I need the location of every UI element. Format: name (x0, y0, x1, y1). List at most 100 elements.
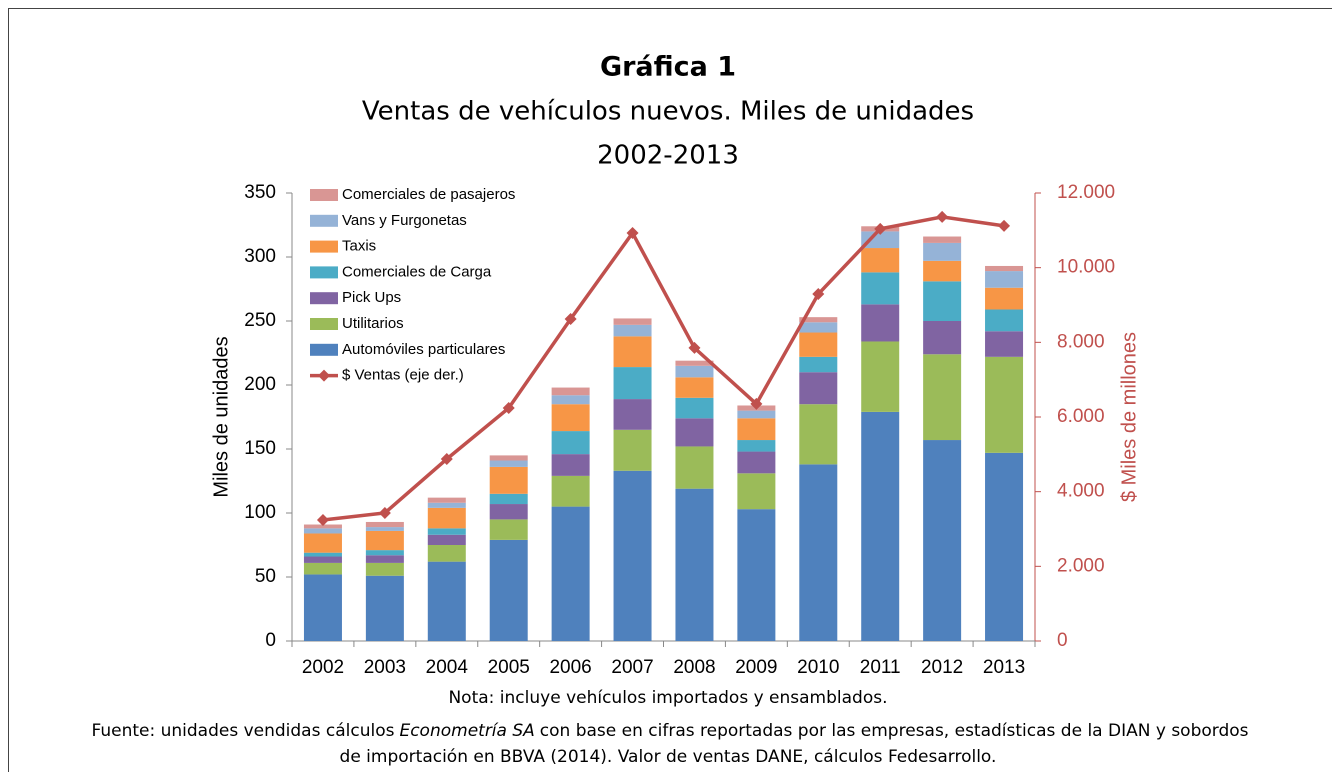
bar-segment (737, 451, 776, 474)
bar-segment (675, 377, 714, 398)
bar-segment (365, 530, 404, 551)
bar-segment (551, 395, 590, 405)
bar-segment (489, 539, 528, 641)
line-marker (316, 514, 329, 527)
line-marker (626, 226, 639, 239)
bar-segment (923, 242, 962, 261)
bar-segment (427, 497, 466, 503)
legend-swatch (310, 292, 338, 305)
line-marker (564, 313, 577, 325)
bar-segment (427, 507, 466, 529)
bar-segment (923, 260, 962, 282)
source: Fuente: unidades vendidas cálculos Econom… (91, 721, 1248, 741)
line-series (322, 215, 1005, 522)
bar-segment (799, 332, 838, 357)
y-tick-label: 300 (244, 246, 276, 267)
bar-segment (613, 367, 652, 400)
legend-swatch (310, 343, 338, 356)
bar-segment (365, 550, 404, 556)
bar-segment (365, 575, 404, 641)
chart-subtitle: 2002-2013 (597, 141, 739, 171)
bar-segment (799, 464, 838, 641)
bar-segment (613, 324, 652, 337)
line-marker (440, 453, 453, 465)
bar-segment (427, 561, 466, 641)
source-text: Econometría SA (399, 721, 534, 741)
line-marker (998, 219, 1011, 232)
bar-segment (427, 545, 466, 562)
x-tick-label: 2004 (426, 657, 469, 678)
bar-segment (675, 397, 714, 419)
source: de importación en BBVA (2014). Valor de … (340, 747, 997, 767)
x-tick-label: 2006 (549, 657, 591, 678)
bar-segment (613, 336, 652, 368)
line-marker (874, 222, 887, 235)
legend-label: Taxis (342, 238, 376, 255)
bar-segment (303, 528, 342, 534)
bar-segment (923, 354, 962, 441)
bar-segment (985, 265, 1024, 272)
bar-segment (923, 321, 962, 355)
bar-segment (861, 248, 900, 273)
y2-tick-label: 8.000 (1057, 331, 1105, 352)
frame (8, 8, 1332, 772)
bar-segment (737, 410, 776, 419)
bar-segment (489, 455, 528, 461)
bar-segment (613, 429, 652, 471)
bar-segment (365, 521, 404, 528)
x-tick-label: 2008 (673, 657, 715, 678)
bar-segment (613, 470, 652, 641)
bar-segment (923, 236, 962, 243)
y-tick-label: 200 (244, 374, 276, 395)
chart-title: Gráfica 1 (600, 52, 736, 83)
y2-axis-label: $ Miles de millones (1118, 332, 1140, 502)
y2-tick-label: 12.000 (1057, 182, 1115, 203)
source-text: Fuente: unidades vendidas cálculos (91, 721, 394, 741)
y-tick-label: 0 (265, 630, 276, 651)
bar-segment (737, 473, 776, 510)
bar-segment (551, 454, 590, 476)
legend-label: $ Ventas (eje der.) (342, 367, 464, 384)
bar-segment (489, 460, 528, 467)
bar-segment (489, 519, 528, 540)
bar-segment (861, 411, 900, 641)
bar-segment (985, 309, 1024, 332)
bar-segment (985, 356, 1024, 453)
bar-segment (985, 331, 1024, 357)
x-tick-label: 2005 (488, 657, 530, 678)
bar-segment (799, 317, 838, 323)
y2-tick-label: 0 (1057, 630, 1068, 651)
bar-segment (489, 466, 528, 494)
bar-segment (737, 509, 776, 641)
bar-segment (551, 506, 590, 641)
x-tick-label: 2012 (921, 657, 963, 678)
bar-segment (675, 418, 714, 447)
bar-segment (613, 318, 652, 325)
legend-label: Vans y Furgonetas (342, 212, 467, 229)
legend-swatch (310, 318, 338, 330)
bar-segment (985, 452, 1024, 641)
bar-segment (551, 387, 590, 396)
line-marker (936, 210, 949, 223)
y2-tick-label: 2.000 (1057, 555, 1105, 576)
y2-tick-label: 10.000 (1057, 257, 1115, 278)
bar-segment (365, 527, 404, 531)
bar-segment (985, 271, 1024, 288)
bar-segment (675, 488, 714, 641)
x-tick-label: 2009 (735, 657, 777, 678)
bar-segment (799, 356, 838, 373)
bar-segment (799, 404, 838, 465)
legend-label: Comerciales de Carga (342, 263, 492, 280)
bar-segment (923, 440, 962, 641)
bar-segment (551, 475, 590, 507)
bar-segment (551, 404, 590, 432)
bar-segment (303, 562, 342, 575)
bar-segment (489, 493, 528, 505)
line-marker (688, 341, 701, 354)
bar-segment (551, 431, 590, 455)
bar-segment (427, 528, 466, 535)
y-tick-label: 150 (244, 438, 276, 459)
bar-segment (303, 574, 342, 641)
x-tick-label: 2002 (302, 657, 344, 678)
